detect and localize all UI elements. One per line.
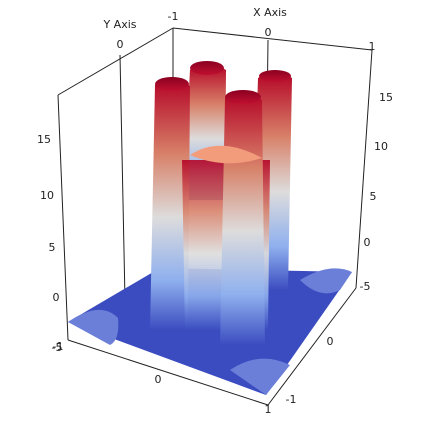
tick-label: 1 bbox=[369, 40, 376, 53]
axis-title: X Axis bbox=[253, 6, 287, 19]
tick-label: 10 bbox=[40, 189, 54, 202]
tick-label: 15 bbox=[379, 91, 393, 104]
tick-label: -1 bbox=[168, 10, 179, 23]
tick-label: 10 bbox=[374, 140, 388, 153]
corner-cutout bbox=[230, 358, 290, 395]
surface bbox=[150, 61, 292, 345]
corner-cutout bbox=[68, 309, 119, 345]
tick-label: 0 bbox=[117, 38, 124, 51]
axis-title: Y Axis bbox=[102, 18, 136, 31]
tick-label: -5 bbox=[360, 280, 371, 293]
tick-label: 0 bbox=[364, 236, 371, 249]
tick-label: -1 bbox=[53, 340, 64, 353]
tick-label: 0 bbox=[155, 373, 162, 386]
tick-label: 0 bbox=[265, 26, 272, 39]
tick-label: 5 bbox=[49, 241, 56, 254]
tick-label: 1 bbox=[265, 403, 272, 416]
corner-cutout bbox=[300, 268, 352, 294]
tick-label: 0 bbox=[327, 335, 334, 348]
tick-label: -5 bbox=[52, 341, 63, 354]
tick-label: 5 bbox=[370, 190, 377, 203]
tick-label: -1 bbox=[286, 393, 297, 406]
tick-label: 15 bbox=[37, 133, 51, 146]
tick-label: 0 bbox=[53, 291, 60, 304]
